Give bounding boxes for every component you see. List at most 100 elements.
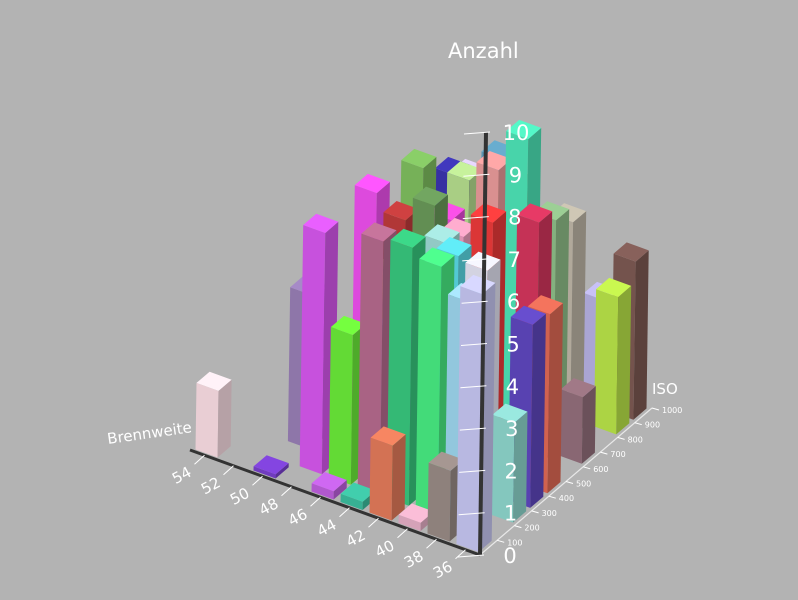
z-tick-label: 8	[508, 206, 521, 230]
bar-face-top	[560, 378, 596, 398]
iso-tick-mark	[583, 466, 591, 470]
brennweite-tick-mark	[368, 517, 379, 528]
bar-face-top	[419, 247, 455, 267]
brennweite-tick-label: 54	[169, 463, 194, 488]
z-tick-mark	[463, 173, 490, 177]
bar-face-top	[506, 119, 542, 140]
bar-face-top	[390, 228, 426, 248]
bar-face-top	[596, 277, 632, 298]
iso-tick-label: 700	[610, 450, 625, 459]
z-tick-label: 5	[506, 333, 519, 357]
z-tick-mark	[460, 385, 487, 389]
bar-face-top	[370, 426, 406, 446]
brennweite-tick-label: 38	[401, 547, 426, 572]
bar-face-top	[340, 482, 376, 502]
bar-face-top	[412, 186, 448, 206]
brennweite-tick-label: 36	[430, 557, 455, 582]
bar-face-front	[456, 286, 483, 552]
z-tick-mark	[462, 216, 489, 220]
chart-title: Anzahl	[448, 39, 519, 63]
iso-tick-mark	[600, 451, 608, 455]
bar-face-top	[401, 148, 437, 169]
bar-bw54-iso100	[195, 371, 232, 458]
bar-face-front	[427, 462, 451, 542]
iso-tick-mark	[548, 495, 556, 499]
z-tick-mark	[459, 469, 486, 473]
z-tick-mark	[460, 343, 488, 346]
bar-face-top	[330, 315, 366, 335]
bar-face-top	[510, 305, 546, 325]
z-tick-label: 3	[505, 417, 518, 441]
bar-face-top	[311, 472, 347, 492]
bar-face-top	[527, 295, 563, 315]
bar-face-side	[217, 379, 232, 458]
x-axis-label: Brennweite	[106, 418, 193, 448]
bar-face-front	[299, 225, 326, 475]
bar-face-side	[391, 434, 406, 521]
z-tick-mark	[457, 554, 485, 558]
bar-face-top	[253, 455, 289, 475]
bar-face-top	[460, 274, 496, 295]
iso-tick-mark	[531, 510, 539, 514]
brennweite-axis-line	[189, 448, 481, 557]
bar-face-top	[398, 503, 434, 523]
z-tick-label: 6	[507, 290, 520, 314]
bar-face-top	[361, 222, 397, 242]
iso-tick-label: 900	[645, 421, 660, 430]
bar-face-side	[616, 285, 632, 435]
z-tick-label: 2	[505, 459, 518, 483]
bar-face-top	[303, 213, 339, 233]
z-tick-mark	[463, 131, 491, 135]
bar-face-side	[633, 250, 649, 420]
bar-face-top	[428, 451, 464, 471]
bars-layer	[195, 119, 649, 552]
bar-face-top	[492, 403, 528, 423]
z-tick-label: 9	[509, 163, 522, 187]
bar-face-front	[328, 327, 353, 485]
bar-bw36-iso100	[456, 274, 496, 552]
bar-face-front	[415, 258, 442, 517]
bar-bw46-iso100	[311, 472, 347, 500]
iso-tick-mark	[651, 407, 660, 411]
bar-bw36-iso900	[594, 277, 632, 435]
brennweite-tick-mark	[397, 528, 408, 539]
z-tick-mark	[459, 427, 486, 431]
iso-tick-label: 400	[559, 494, 574, 503]
y-axis-label: ISO	[652, 380, 678, 398]
bar-face-top	[354, 173, 390, 194]
iso-tick-mark	[634, 422, 642, 426]
brennweite-tick-mark	[310, 496, 321, 507]
bar-bw42-iso100	[369, 426, 406, 521]
z-tick-mark	[461, 300, 488, 304]
iso-tick-label: 500	[576, 480, 591, 489]
bar-face-side	[581, 386, 596, 464]
bar-face-front	[594, 289, 619, 435]
brennweite-tick-label: 46	[285, 505, 310, 530]
bar-face-front	[357, 233, 384, 496]
bar-face-front	[398, 514, 421, 531]
bar-face-side	[275, 463, 289, 479]
bar-face-top	[383, 201, 419, 221]
bar-face-side	[530, 313, 546, 508]
z-ticks: 0 1 2 3 4 5 6 7 8 9 10	[457, 121, 529, 568]
bar-face-front	[253, 466, 276, 479]
iso-tick-label: 100	[507, 538, 522, 547]
z-tick-label: 4	[506, 375, 519, 399]
brennweite-tick-mark	[426, 538, 437, 549]
z-tick-label: 1	[504, 502, 517, 526]
iso-tick-label: 600	[593, 465, 608, 474]
bar-bw50-iso100	[253, 455, 289, 479]
bar-face-top	[613, 242, 649, 262]
brennweite-tick-label: 44	[314, 515, 339, 540]
brennweite-tick-mark	[455, 549, 466, 560]
brennweite-tick-label: 50	[227, 484, 252, 509]
bar-bw36-iso300	[490, 403, 528, 523]
bar-face-front	[195, 382, 219, 458]
bar-face-side	[547, 303, 563, 494]
bar-face-front	[559, 389, 583, 464]
brennweite-tick-mark	[223, 465, 234, 476]
bar-face-side	[513, 411, 528, 523]
brennweite-tick-mark	[252, 475, 263, 486]
bar-face-top	[436, 237, 472, 257]
